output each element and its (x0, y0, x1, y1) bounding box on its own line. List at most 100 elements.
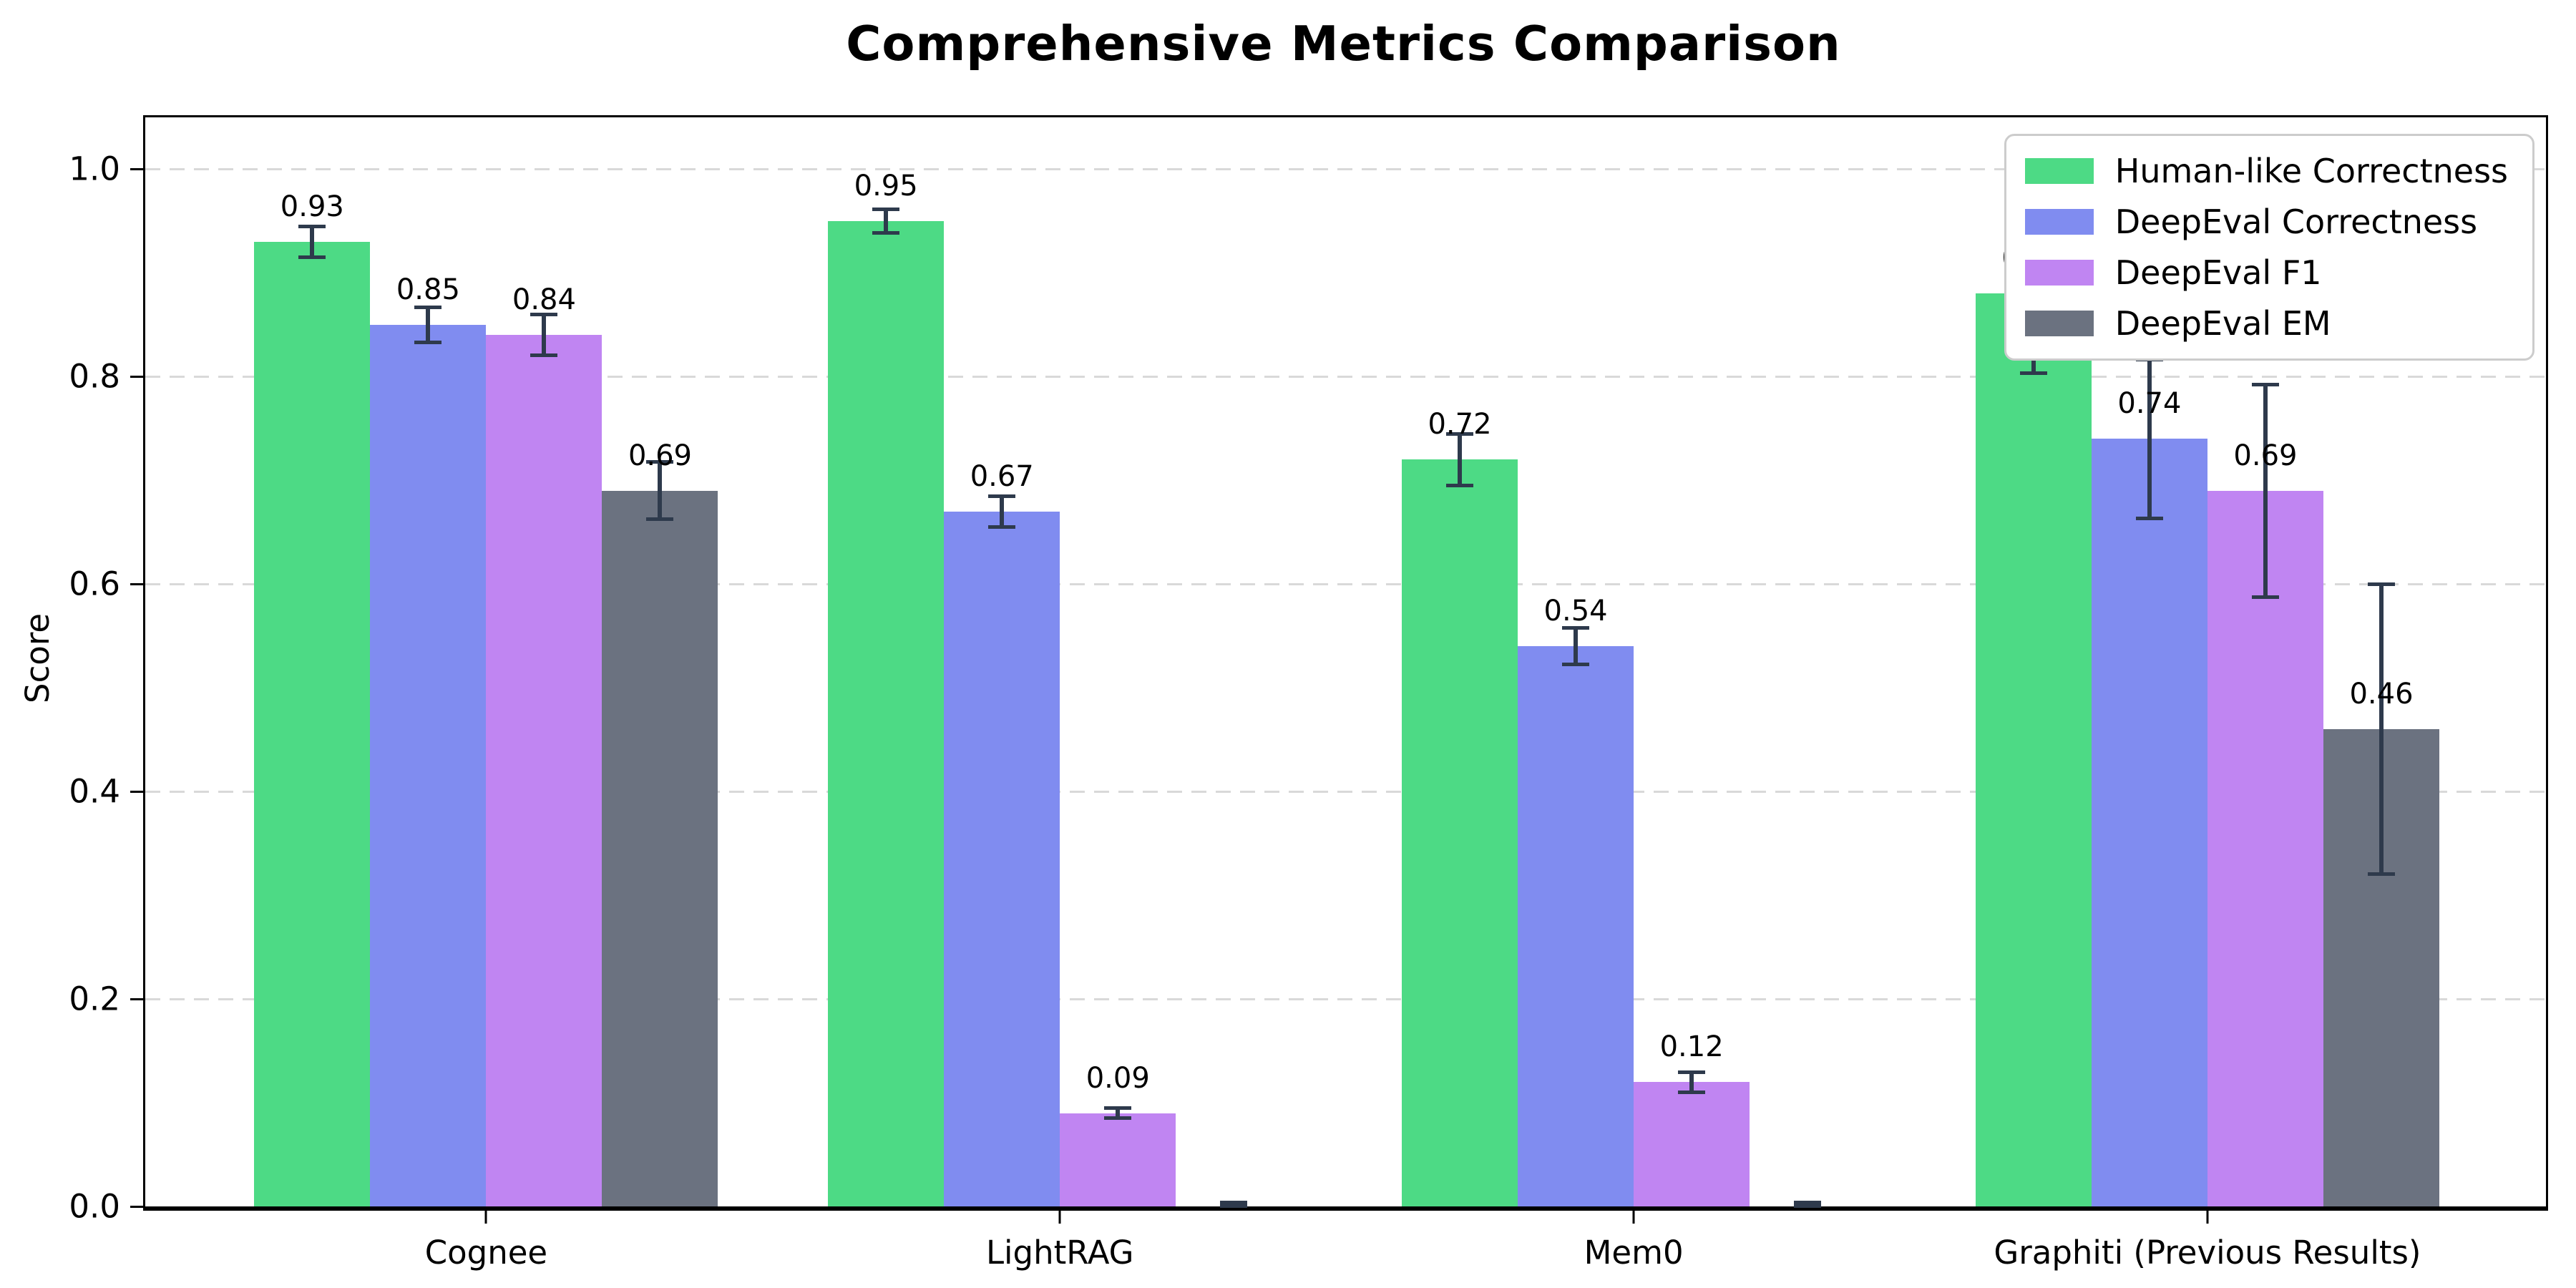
error-bar-cap-bottom (2251, 595, 2279, 600)
error-bar (1446, 432, 1474, 487)
y-tick-label: 1.0 (69, 150, 120, 188)
legend-item-1: Human-like Correctness (2024, 152, 2508, 190)
error-bar (1562, 626, 1590, 667)
bar (1402, 459, 1518, 1206)
bar (1975, 293, 2092, 1206)
error-bar-cap-top (530, 313, 558, 317)
bar (1634, 1082, 1750, 1206)
gridline-1.0 (145, 167, 2546, 170)
error-bar-line (1689, 1071, 1694, 1093)
bar (828, 220, 945, 1206)
legend-label: DeepEval EM (2114, 304, 2331, 343)
y-tick-mark (130, 167, 143, 170)
bar (602, 490, 718, 1206)
error-bar-cap-top (2251, 382, 2279, 386)
bar-value-label: 0.74 (2117, 387, 2182, 421)
error-bar-line (1458, 434, 1463, 486)
error-bar (2368, 582, 2395, 877)
bar (1518, 646, 1634, 1206)
x-tick-label-1: Cognee (424, 1234, 548, 1272)
x-tick-mark (484, 1211, 487, 1224)
x-tick-label-3: Mem0 (1584, 1234, 1684, 1272)
error-bar-cap-bottom (1562, 663, 1590, 667)
y-tick-mark (130, 375, 143, 378)
error-bar-cap-top (298, 225, 326, 229)
error-bar-cap-bottom (298, 255, 326, 259)
gridline-0.4 (145, 790, 2546, 793)
x-tick-label-4: Graphiti (Previous Results) (1994, 1234, 2421, 1272)
legend-swatch-icon (2024, 260, 2094, 286)
legend-label: Human-like Correctness (2114, 152, 2508, 190)
error-bar-cap-bottom (1794, 1204, 1822, 1208)
bar (2207, 490, 2323, 1206)
bar-value-label: 0.95 (854, 169, 918, 203)
error-bar (646, 460, 674, 522)
error-bar-cap-bottom (646, 517, 674, 522)
error-bar-line (2147, 358, 2152, 519)
gridline-0.8 (145, 375, 2546, 378)
legend-item-4: DeepEval EM (2024, 304, 2508, 343)
bar (944, 511, 1060, 1206)
gridline-0.2 (145, 997, 2546, 1000)
bar-value-label: 0.69 (2233, 439, 2298, 472)
error-bar-cap-bottom (988, 525, 1016, 529)
error-bar-line (2379, 584, 2384, 875)
bar-value-label: 0.69 (628, 439, 692, 472)
bar (2091, 439, 2207, 1206)
error-bar-cap-top (1220, 1201, 1248, 1205)
error-bar-line (1000, 496, 1005, 527)
bar (370, 324, 487, 1206)
error-bar-cap-bottom (872, 231, 900, 235)
y-tick-label: 0.2 (69, 980, 120, 1018)
error-bar (1794, 1201, 1822, 1208)
bar-value-label: 0.46 (2349, 678, 2414, 711)
bar-value-label: 0.12 (1659, 1030, 1724, 1064)
y-tick-label: 0.8 (69, 357, 120, 396)
legend-swatch-icon (2024, 158, 2094, 184)
legend-item-2: DeepEval Correctness (2024, 203, 2508, 241)
error-bar-line (658, 462, 663, 520)
y-tick-label: 0.6 (69, 565, 120, 603)
error-bar-cap-bottom (1104, 1116, 1132, 1120)
error-bar (988, 494, 1016, 529)
error-bar-line (542, 314, 547, 356)
error-bar-line (2263, 384, 2268, 598)
error-bar-cap-bottom (2019, 371, 2047, 376)
error-bar (530, 313, 558, 358)
error-bar-cap-top (1678, 1070, 1706, 1074)
legend-label: DeepEval F1 (2114, 253, 2322, 292)
error-bar (2251, 382, 2279, 600)
x-tick-mark (1632, 1211, 1635, 1224)
y-tick-label: 0.0 (69, 1187, 120, 1226)
error-bar (872, 207, 900, 235)
bar-value-label: 0.84 (512, 283, 576, 317)
y-axis-label: Score (19, 613, 57, 704)
error-bar-cap-top (2368, 582, 2395, 587)
error-bar (2135, 357, 2163, 520)
legend-swatch-icon (2024, 209, 2094, 235)
error-bar-line (884, 208, 889, 234)
error-bar-cap-top (1562, 626, 1590, 630)
bar-value-label: 0.09 (1085, 1061, 1150, 1095)
error-bar-cap-top (988, 494, 1016, 499)
legend-item-3: DeepEval F1 (2024, 253, 2508, 292)
bar-value-label: 0.54 (1543, 595, 1608, 628)
error-bar-cap-top (1446, 432, 1474, 436)
bar-value-label: 0.67 (970, 459, 1034, 493)
error-bar-cap-bottom (2135, 516, 2163, 520)
bar (486, 335, 602, 1206)
bar-value-label: 0.93 (280, 190, 344, 223)
gridline-0.6 (145, 582, 2546, 585)
error-bar-cap-bottom (1446, 483, 1474, 487)
y-tick-mark (130, 790, 143, 793)
x-tick-mark (2206, 1211, 2209, 1224)
error-bar-cap-top (872, 207, 900, 211)
legend-label: DeepEval Correctness (2114, 203, 2478, 241)
error-bar-cap-bottom (414, 340, 442, 344)
error-bar-cap-bottom (1220, 1204, 1248, 1208)
error-bar-cap-top (646, 460, 674, 464)
error-bar-line (1116, 1108, 1121, 1118)
error-bar (1678, 1070, 1706, 1094)
error-bar-line (426, 307, 431, 343)
